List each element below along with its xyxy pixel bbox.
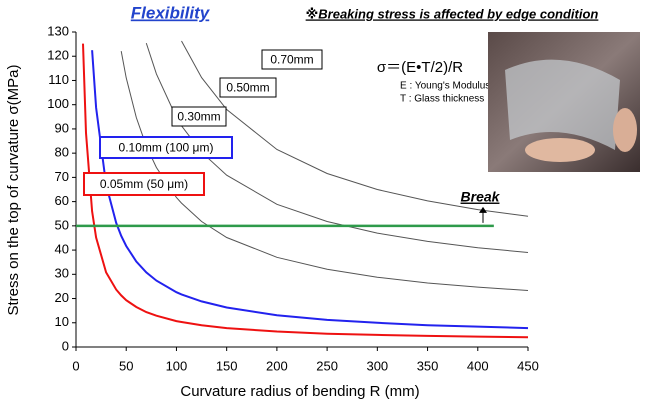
y-tick-label: 50	[55, 217, 69, 232]
y-tick-label: 110	[48, 72, 69, 87]
y-tick-label: 20	[55, 290, 69, 305]
hand	[613, 108, 637, 152]
x-tick-label: 300	[366, 358, 388, 373]
y-axis-title: Stress on the top of curvature σ(MPa)	[5, 64, 22, 315]
curve-label: 0.70mm	[270, 53, 313, 67]
curve-label-box	[261, 49, 323, 70]
y-tick-label: 120	[47, 48, 69, 63]
series-line	[181, 40, 529, 217]
y-tick-label: 90	[55, 120, 69, 135]
x-tick-label: 400	[467, 358, 489, 373]
x-tick-label: 50	[119, 358, 133, 373]
y-tick-label: 10	[55, 314, 69, 329]
series-line	[120, 51, 529, 291]
x-tick-label: 150	[216, 358, 238, 373]
y-tick-label: 0	[62, 338, 69, 353]
curve-label: 0.10mm (100 μm)	[119, 141, 214, 155]
curve-label-box	[99, 136, 233, 159]
glass-sheet	[505, 59, 620, 150]
note: ※Breaking stress is affected by edge con…	[306, 6, 599, 21]
x-tick-label: 200	[266, 358, 288, 373]
x-tick-label: 100	[166, 358, 188, 373]
y-tick-label: 70	[55, 169, 69, 184]
x-tick-label: 250	[316, 358, 338, 373]
x-tick-label: 0	[72, 358, 79, 373]
chart-title: Flexibility	[131, 3, 211, 22]
y-tick-label: 30	[55, 266, 69, 281]
formula: σ＝(E•T/2)/R	[377, 59, 463, 76]
curve-label: 0.50mm	[226, 81, 269, 95]
series-line	[91, 50, 529, 330]
y-tick-label: 60	[55, 193, 69, 208]
photo	[488, 32, 640, 172]
x-tick-label: 350	[417, 358, 439, 373]
curve-label: 0.30mm	[177, 110, 220, 124]
curve-label-box	[219, 77, 277, 98]
threshold-arrowhead	[479, 206, 487, 213]
series-line	[82, 43, 529, 339]
formula-legend: E : Young's Modulus	[400, 81, 490, 92]
x-tick-label: 450	[517, 358, 539, 373]
threshold-label: Break	[461, 189, 501, 205]
y-tick-label: 40	[55, 242, 69, 257]
y-tick-label: 130	[47, 23, 69, 38]
curve-label-box	[171, 106, 227, 127]
x-axis-title: Curvature radius of bending R (mm)	[180, 383, 419, 400]
curve-label-box	[83, 172, 205, 196]
curve-label: 0.05mm (50 μm)	[100, 177, 188, 191]
y-tick-label: 100	[47, 96, 69, 111]
hand	[525, 138, 595, 162]
formula-legend: T : Glass thickness	[400, 94, 484, 105]
y-tick-label: 80	[55, 145, 69, 160]
